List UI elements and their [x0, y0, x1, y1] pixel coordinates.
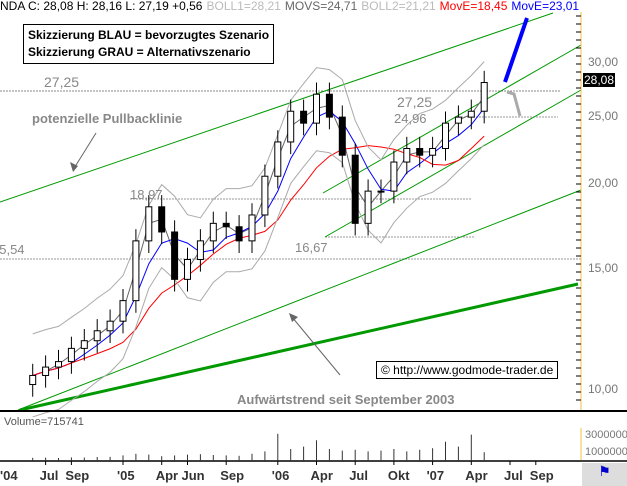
uptrend-arrowhead-icon: [289, 313, 298, 322]
time-tick-label: '07: [426, 468, 445, 483]
price-candle: [403, 148, 411, 163]
price-candle: [171, 231, 179, 280]
price-candle: [67, 347, 75, 363]
price-candle: [300, 110, 308, 124]
price-tick-label: 10,00: [588, 382, 619, 396]
boll-upper-line: [32, 61, 485, 335]
price-candle: [119, 300, 127, 322]
price-candle: [145, 206, 153, 242]
quote-text: NDA C: 28,08 H: 28,16 L: 27,19 +0,56: [0, 0, 203, 13]
price-candle: [158, 206, 166, 233]
price-candle: [274, 141, 282, 177]
time-tick-label: Sep: [220, 468, 245, 483]
legend-grey: Skizzierung GRAU = Alternativszenario: [28, 45, 251, 59]
ma-blue-line: [32, 107, 485, 376]
time-tick-label: Jul: [349, 468, 368, 483]
price-candle: [390, 161, 398, 192]
move-blue-value: MovE=23,01: [511, 0, 580, 13]
boll2-value: BOLL2=21,21: [361, 0, 436, 13]
time-tick-label: Okt: [387, 468, 410, 483]
time-tick-label: '04: [0, 468, 18, 483]
label-24-96: 24,96: [394, 111, 427, 126]
price-candle: [106, 320, 114, 332]
time-tick-label: Jul: [504, 468, 523, 483]
price-candle: [132, 240, 140, 302]
price-tick-label: 30,00: [588, 54, 619, 69]
long-uptrend-line: [19, 282, 579, 412]
price-candle: [29, 374, 37, 386]
pullback-arrowhead-icon: [70, 162, 78, 172]
pullback-label: potenzielle Pullbacklinie: [32, 111, 183, 126]
price-candle: [377, 190, 385, 193]
price-candle: [209, 222, 217, 242]
volume-tick-3m: 3000000: [585, 429, 627, 441]
time-tick-label: '05: [117, 468, 135, 483]
boll1-value: BOLL1=28,21: [206, 0, 281, 13]
label-27-25-right: 27,25: [397, 94, 433, 110]
price-candle: [235, 226, 243, 242]
price-candle: [196, 240, 204, 260]
corner-tool-icon[interactable]: ⚑: [582, 463, 627, 486]
upper-trend-line: [0, 12, 554, 203]
time-tick-label: '06: [271, 468, 290, 483]
price-candle: [467, 110, 475, 118]
uptrend-label: Aufwärtstrend seit September 2003: [237, 392, 455, 407]
short-channel-upper: [322, 44, 582, 194]
price-candle: [287, 110, 295, 143]
legend-blue: Skizzierung BLAU = bevorzugtes Szenario: [28, 28, 270, 42]
price-tick-label: 20,00: [588, 175, 619, 190]
price-candle: [93, 330, 101, 342]
price-candle: [338, 116, 346, 156]
label-18-97: 18,97: [130, 187, 163, 202]
volume-label: Volume=715741: [4, 416, 84, 428]
price-candle: [325, 93, 333, 118]
blue-scenario-arrow: [503, 17, 529, 83]
price-candle: [416, 148, 424, 156]
price-candle: [184, 258, 191, 280]
short-channel-lower: [324, 89, 582, 238]
price-candle: [364, 190, 372, 224]
label-27-25-left: 27,25: [44, 74, 80, 90]
price-candle: [80, 340, 88, 349]
price-candle: [222, 222, 230, 228]
price-candle: [248, 214, 256, 242]
time-tick-label: Jul: [39, 468, 59, 483]
price-candle: [42, 366, 50, 376]
price-candle: [480, 82, 488, 112]
boll-lower-line: [32, 144, 485, 418]
last-price-badge: 28,08: [583, 73, 616, 87]
copyright-link[interactable]: © http://www.godmode-trader.de: [376, 361, 559, 379]
price-candle: [454, 116, 462, 124]
price-candle: [261, 175, 269, 216]
price-tick-label: 15,00: [588, 261, 619, 276]
time-tick-label: Apr: [310, 468, 333, 483]
pullback-line: [17, 189, 582, 411]
scenario-legend: Skizzierung BLAU = bevorzugtes Szenario …: [23, 24, 275, 64]
label-15-54: 15,54: [0, 242, 25, 257]
time-tick-label: Sep: [65, 468, 90, 483]
label-16-67: 16,67: [295, 240, 328, 255]
price-tick-label: 25,00: [588, 109, 619, 124]
price-candle: [351, 154, 359, 224]
volume-tick-1m: 1000000: [585, 446, 627, 458]
time-tick-label: Apr: [465, 468, 488, 483]
price-candle: [442, 122, 449, 150]
movs-value: MOVS=24,71: [284, 0, 358, 13]
price-candle: [55, 361, 62, 368]
pullback-pointer-arrow: [72, 132, 97, 171]
price-candle: [429, 148, 437, 156]
time-tick-label: Jun: [181, 468, 205, 483]
move-red-value: MovE=18,45: [439, 0, 508, 13]
time-tick-label: Sep: [529, 468, 554, 483]
uptrend-pointer-arrow: [291, 316, 341, 376]
quote-header: NDA C: 28,08 H: 28,16 L: 27,19 +0,56 BOLL…: [0, 0, 583, 12]
grey-scenario-arrow: [506, 90, 522, 117]
time-tick-label: Apr: [155, 468, 179, 483]
price-candle: [313, 93, 320, 124]
